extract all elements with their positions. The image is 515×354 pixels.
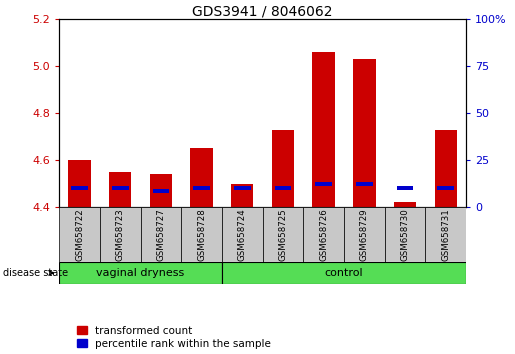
Bar — [222, 262, 466, 284]
Bar — [150, 174, 172, 207]
Bar — [181, 207, 222, 262]
Bar — [141, 207, 181, 262]
Bar — [59, 207, 100, 262]
Title: GDS3941 / 8046062: GDS3941 / 8046062 — [193, 4, 333, 18]
Text: GSM658730: GSM658730 — [401, 208, 409, 261]
Text: vaginal dryness: vaginal dryness — [96, 268, 185, 278]
Bar — [303, 207, 344, 262]
Bar — [435, 130, 457, 207]
Text: GSM658722: GSM658722 — [75, 208, 84, 261]
Bar — [100, 207, 141, 262]
Bar — [231, 184, 253, 207]
Bar — [394, 202, 416, 207]
Bar — [71, 186, 88, 190]
Bar — [112, 186, 129, 190]
Text: GSM658725: GSM658725 — [279, 208, 287, 261]
Bar — [193, 186, 210, 190]
Bar — [272, 130, 294, 207]
Bar — [356, 182, 373, 186]
Bar — [344, 207, 385, 262]
Text: GSM658724: GSM658724 — [238, 208, 247, 261]
Bar — [263, 207, 303, 262]
Bar — [315, 182, 332, 186]
Bar — [59, 262, 222, 284]
Bar — [68, 160, 91, 207]
Bar — [353, 59, 375, 207]
Bar — [437, 186, 454, 190]
Bar — [152, 189, 169, 193]
Bar — [222, 207, 263, 262]
Text: disease state: disease state — [3, 268, 67, 278]
Bar — [385, 207, 425, 262]
Text: GSM658729: GSM658729 — [360, 208, 369, 261]
Text: GSM658723: GSM658723 — [116, 208, 125, 261]
Text: GSM658726: GSM658726 — [319, 208, 328, 261]
Bar — [109, 172, 131, 207]
Text: control: control — [324, 268, 363, 278]
Text: GSM658727: GSM658727 — [157, 208, 165, 261]
Bar — [425, 207, 466, 262]
Text: GSM658728: GSM658728 — [197, 208, 206, 261]
Bar — [274, 186, 291, 190]
Bar — [313, 52, 335, 207]
Text: GSM658731: GSM658731 — [441, 208, 450, 261]
Bar — [191, 148, 213, 207]
Bar — [397, 186, 414, 190]
Bar — [234, 186, 251, 190]
Legend: transformed count, percentile rank within the sample: transformed count, percentile rank withi… — [77, 326, 271, 349]
